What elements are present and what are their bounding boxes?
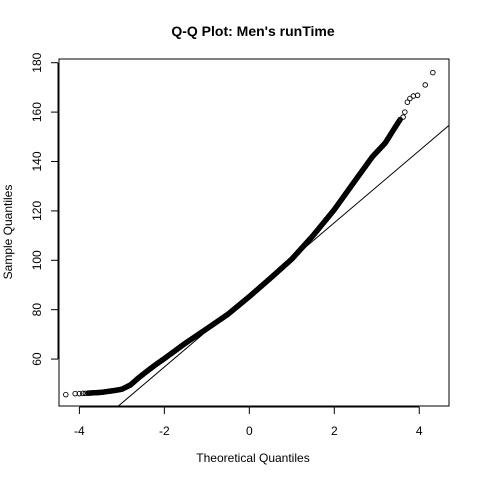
x-tick-label: 4 xyxy=(416,424,423,438)
y-axis-label: Sample Quantiles xyxy=(1,185,15,280)
y-tick-label: 160 xyxy=(30,102,44,122)
x-tick-label: -2 xyxy=(159,424,170,438)
data-points xyxy=(63,69,436,398)
data-point xyxy=(414,92,421,99)
y-tick-label: 120 xyxy=(30,201,44,221)
data-point xyxy=(400,114,406,120)
data-point xyxy=(404,99,411,105)
data-point xyxy=(422,82,428,88)
data-point xyxy=(82,390,89,397)
x-axis-label: Theoretical Quantiles xyxy=(196,451,309,465)
data-point xyxy=(80,390,86,397)
y-tick-label: 180 xyxy=(30,52,44,72)
y-axis: 60 80 100 120 140 160 180 xyxy=(30,52,59,366)
x-tick-label: -4 xyxy=(74,424,85,438)
data-point xyxy=(430,69,436,76)
x-axis: -4 -2 0 2 4 xyxy=(74,406,423,438)
x-tick-label: 2 xyxy=(331,424,338,438)
data-point xyxy=(76,390,83,397)
x-tick-label: 0 xyxy=(246,424,253,438)
chart-title: Q-Q Plot: Men's runTime xyxy=(171,23,335,39)
y-tick-label: 140 xyxy=(30,151,44,171)
y-tick-label: 60 xyxy=(30,352,44,366)
y-tick-label: 100 xyxy=(30,250,44,270)
data-point xyxy=(63,391,69,398)
plot-frame xyxy=(58,58,450,407)
data-point xyxy=(402,109,408,115)
y-tick-label: 80 xyxy=(30,303,44,317)
